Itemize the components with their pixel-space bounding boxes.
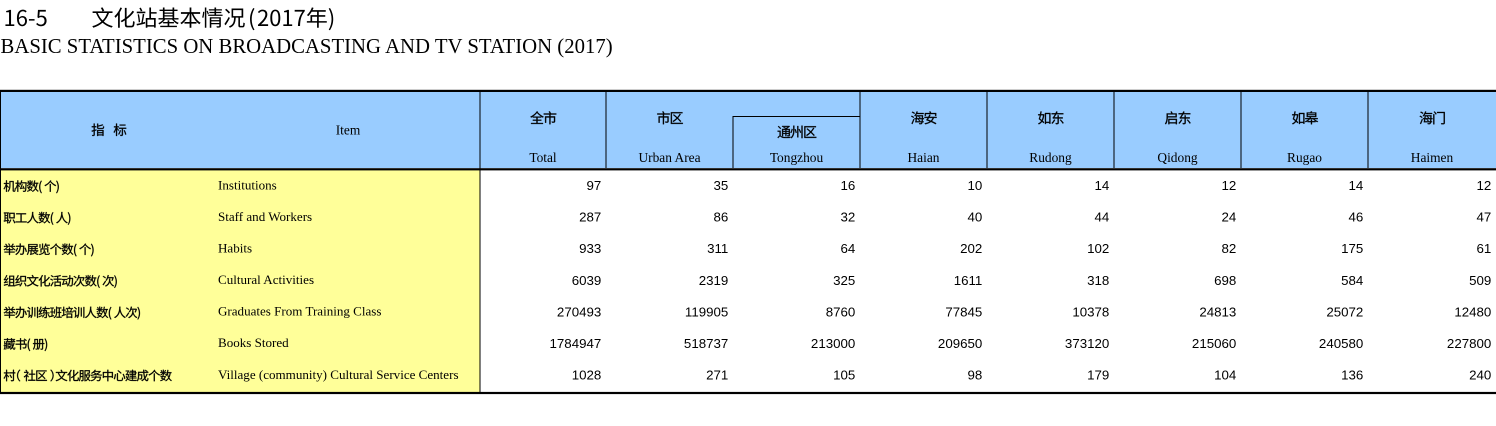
- svg-text:240: 240: [1469, 368, 1491, 383]
- svg-text:24: 24: [1222, 210, 1237, 225]
- svg-text:Books Stored: Books Stored: [218, 335, 289, 350]
- svg-text:98: 98: [968, 368, 983, 383]
- svg-text:40: 40: [968, 210, 983, 225]
- svg-text:BASIC STATISTICS ON BROADCASTI: BASIC STATISTICS ON BROADCASTING AND TV …: [1, 36, 613, 58]
- svg-text:175: 175: [1341, 241, 1363, 256]
- svg-text:271: 271: [706, 368, 728, 383]
- svg-text:104: 104: [1214, 368, 1236, 383]
- svg-text:311: 311: [707, 241, 728, 256]
- svg-text:325: 325: [833, 273, 855, 288]
- svg-text:97: 97: [587, 178, 602, 193]
- svg-text:Urban Area: Urban Area: [638, 150, 700, 165]
- svg-text:10: 10: [968, 178, 983, 193]
- svg-text:209650: 209650: [938, 336, 982, 351]
- svg-text:32: 32: [841, 210, 856, 225]
- svg-text:698: 698: [1214, 273, 1236, 288]
- svg-text:584: 584: [1341, 273, 1363, 288]
- svg-text:Tongzhou: Tongzhou: [770, 150, 824, 165]
- svg-text:373120: 373120: [1065, 336, 1109, 351]
- svg-text:47: 47: [1477, 210, 1492, 225]
- svg-text:Rudong: Rudong: [1029, 150, 1072, 165]
- svg-text:12: 12: [1477, 178, 1492, 193]
- svg-text:2319: 2319: [699, 273, 729, 288]
- svg-text:8760: 8760: [826, 304, 856, 319]
- svg-text:Habits: Habits: [218, 241, 252, 256]
- svg-text:12480: 12480: [1454, 304, 1491, 319]
- svg-text:1784947: 1784947: [550, 336, 602, 351]
- svg-text:215060: 215060: [1192, 336, 1236, 351]
- svg-text:518737: 518737: [684, 336, 728, 351]
- svg-text:Village (community) Cultural S: Village (community) Cultural Service Cen…: [218, 367, 459, 382]
- svg-text:179: 179: [1087, 368, 1109, 383]
- svg-text:Haimen: Haimen: [1411, 150, 1454, 165]
- svg-text:Haian: Haian: [908, 150, 940, 165]
- svg-text:44: 44: [1095, 210, 1110, 225]
- svg-text:Total: Total: [529, 150, 557, 165]
- svg-text:318: 318: [1087, 273, 1109, 288]
- svg-text:Graduates From Training Class: Graduates From Training Class: [218, 304, 381, 319]
- svg-text:213000: 213000: [811, 336, 855, 351]
- svg-text:86: 86: [714, 210, 729, 225]
- svg-text:Cultural Activities: Cultural Activities: [218, 272, 314, 287]
- svg-text:102: 102: [1087, 241, 1109, 256]
- svg-text:509: 509: [1469, 273, 1491, 288]
- svg-text:6039: 6039: [572, 273, 602, 288]
- svg-text:35: 35: [714, 178, 729, 193]
- svg-text:Rugao: Rugao: [1287, 150, 1322, 165]
- svg-text:46: 46: [1349, 210, 1364, 225]
- svg-text:933: 933: [579, 241, 601, 256]
- svg-text:14: 14: [1095, 178, 1110, 193]
- svg-text:25072: 25072: [1326, 304, 1363, 319]
- svg-text:Qidong: Qidong: [1157, 150, 1197, 165]
- svg-text:82: 82: [1222, 241, 1237, 256]
- svg-text:240580: 240580: [1319, 336, 1363, 351]
- svg-text:64: 64: [841, 241, 856, 256]
- svg-text:Institutions: Institutions: [218, 177, 277, 192]
- svg-text:227800: 227800: [1447, 336, 1491, 351]
- svg-text:16: 16: [841, 178, 856, 193]
- svg-text:61: 61: [1477, 241, 1492, 256]
- svg-text:24813: 24813: [1199, 304, 1236, 319]
- svg-text:105: 105: [833, 368, 855, 383]
- svg-text:202: 202: [960, 241, 982, 256]
- svg-text:10378: 10378: [1072, 304, 1109, 319]
- svg-text:270493: 270493: [557, 304, 601, 319]
- svg-text:77845: 77845: [945, 304, 982, 319]
- svg-text:14: 14: [1349, 178, 1364, 193]
- svg-text:1611: 1611: [954, 273, 983, 288]
- svg-text:Staff and Workers: Staff and Workers: [218, 209, 312, 224]
- svg-text:287: 287: [579, 210, 601, 225]
- svg-text:1028: 1028: [572, 368, 602, 383]
- svg-text:119905: 119905: [685, 304, 728, 319]
- svg-text:12: 12: [1222, 178, 1237, 193]
- svg-text:Item: Item: [336, 123, 361, 138]
- svg-text:136: 136: [1341, 368, 1363, 383]
